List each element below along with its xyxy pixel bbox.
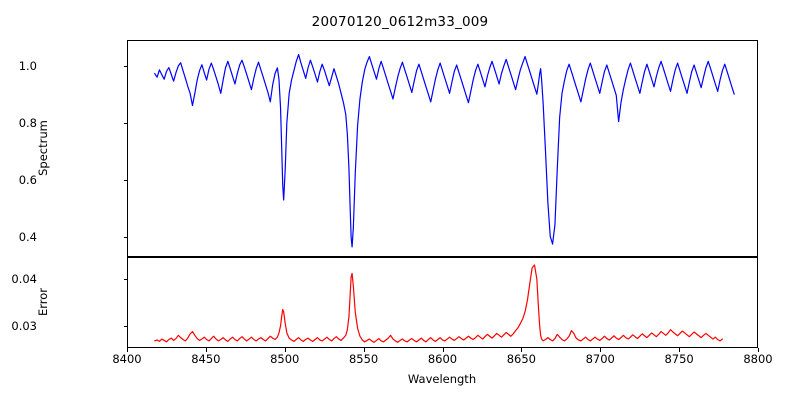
x-tick-label: 8650 [506,352,537,366]
x-tick-mark [127,348,128,352]
y-tick-label-error: 0.03 [11,319,37,334]
x-tick-label: 8700 [585,352,615,366]
x-tick-label: 8600 [427,352,458,366]
spectrum-panel [127,40,758,257]
y-tick-mark-spectrum [123,237,127,238]
y-tick-label-spectrum: 0.6 [18,172,37,187]
y-tick-mark-error [123,326,127,328]
x-tick-mark [758,348,759,352]
x-tick-mark [521,348,523,352]
x-tick-mark [600,348,602,352]
y-tick-label-spectrum: 1.0 [18,58,37,73]
error-line-plot [128,258,757,347]
x-tick-mark [284,348,286,352]
y-tick-mark-error [123,278,127,280]
y-tick-mark-spectrum [123,179,127,181]
y-tick-label-spectrum: 0.4 [18,230,37,244]
error-panel [127,257,758,348]
x-tick-label: 8400 [112,352,142,366]
x-tick-mark [442,348,444,352]
x-tick-label: 8500 [270,352,300,366]
y-tick-label-error: 0.04 [11,271,37,286]
x-tick-label: 8550 [348,352,379,366]
x-tick-label: 8750 [664,352,694,366]
x-tick-mark [679,348,681,352]
x-axis-label: Wavelength [407,372,477,386]
page-title: 20070120_0612m33_009 [311,14,489,30]
x-tick-mark [205,348,207,352]
y-tick-mark-spectrum [123,122,127,124]
y-tick-label-spectrum: 0.8 [18,115,37,130]
x-tick-label: 8450 [191,352,221,366]
y-axis-label-error: Error [36,287,50,317]
y-tick-mark-spectrum [123,65,127,67]
y-axis-label-spectrum: Spectrum [36,120,50,176]
x-tick-label: 8800 [743,352,773,366]
x-tick-mark [363,348,365,352]
spectrum-line-plot [128,41,757,256]
